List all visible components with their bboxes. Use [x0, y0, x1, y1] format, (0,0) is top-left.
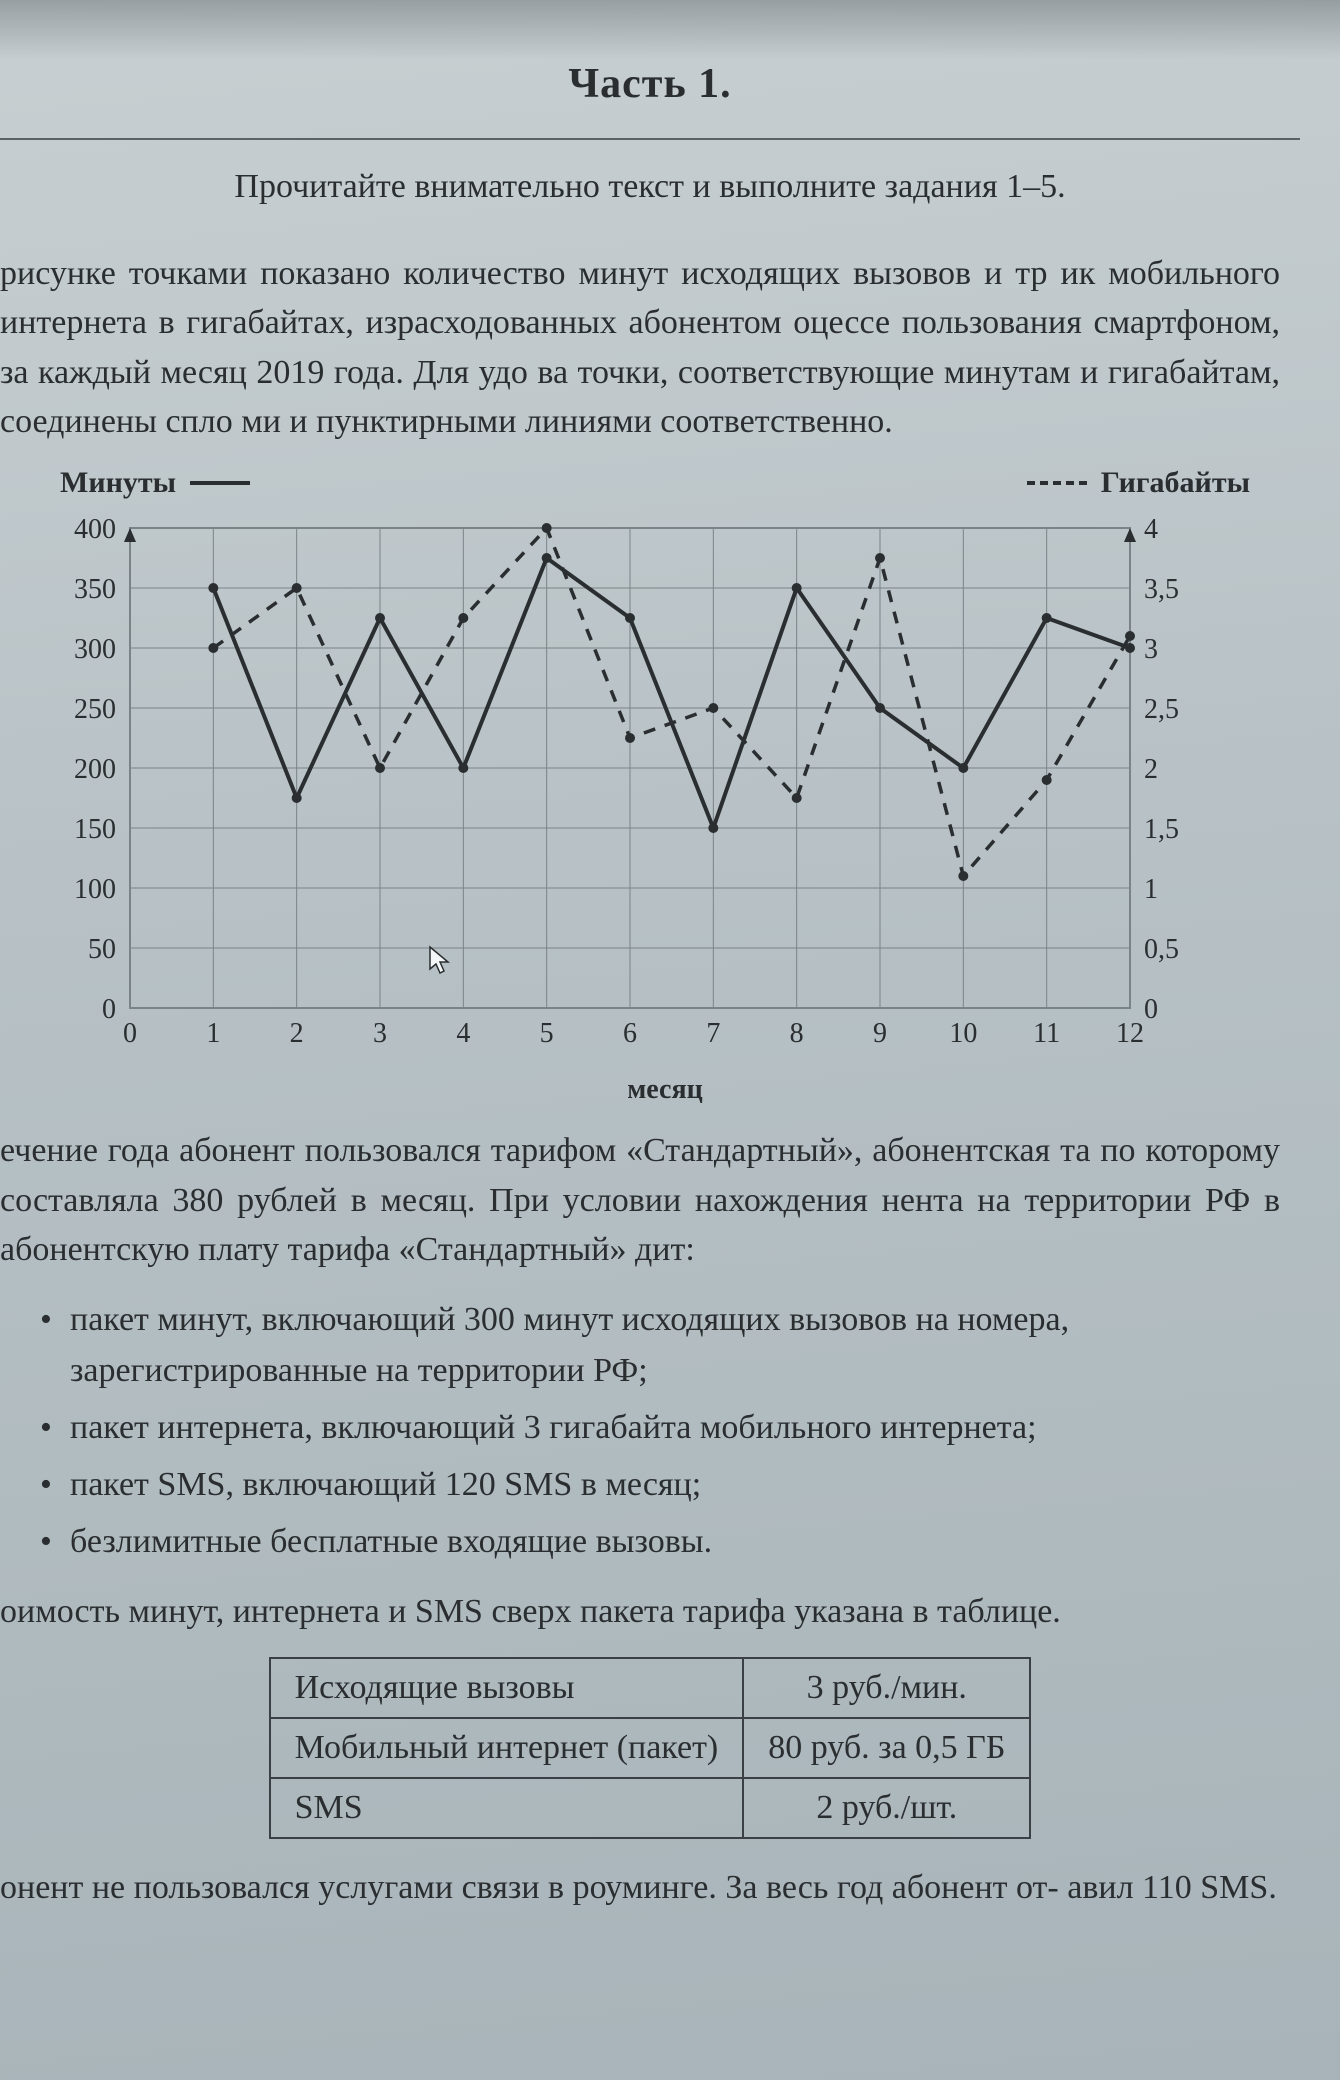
chart-plot: 0123456789101112050100150200250300350400…	[40, 508, 1290, 1106]
bullet-list: •пакет минут, включающий 300 минут исход…	[40, 1294, 1280, 1567]
svg-text:6: 6	[623, 1018, 637, 1049]
table-cell: Исходящие вызовы	[270, 1658, 744, 1718]
svg-text:9: 9	[873, 1018, 887, 1049]
chart-legend: Минуты Гигабайты	[60, 466, 1250, 500]
price-table: Исходящие вызовы3 руб./мин.Мобильный инт…	[269, 1657, 1032, 1839]
svg-text:8: 8	[790, 1018, 804, 1049]
svg-text:350: 350	[74, 574, 116, 605]
svg-text:1: 1	[206, 1018, 220, 1049]
legend-dash-line-icon	[1027, 481, 1087, 485]
svg-text:1,5: 1,5	[1144, 814, 1179, 845]
svg-text:0,5: 0,5	[1144, 934, 1179, 965]
list-item-text: пакет интернета, включающий 3 гигабайта …	[70, 1402, 1037, 1453]
table-cell: 80 руб. за 0,5 ГБ	[743, 1718, 1030, 1778]
chart-container: Минуты Гигабайты 01234567891011120501001…	[40, 466, 1290, 1106]
svg-text:0: 0	[102, 994, 116, 1025]
legend-solid-line-icon	[190, 481, 250, 485]
svg-text:0: 0	[123, 1018, 137, 1049]
list-item-text: пакет SMS, включающий 120 SMS в месяц;	[70, 1459, 701, 1510]
svg-text:2: 2	[1144, 754, 1158, 785]
list-item: •пакет интернета, включающий 3 гигабайта…	[40, 1402, 1280, 1453]
svg-text:1: 1	[1144, 874, 1158, 905]
legend-gigabytes: Гигабайты	[1027, 466, 1250, 500]
svg-text:3: 3	[1144, 634, 1158, 665]
svg-text:4: 4	[1144, 514, 1158, 545]
svg-text:12: 12	[1116, 1018, 1144, 1049]
svg-text:10: 10	[949, 1018, 977, 1049]
table-intro: оимость минут, интернета и SMS сверх пак…	[0, 1587, 1280, 1636]
table-cell: 2 руб./шт.	[743, 1778, 1030, 1838]
bullet-icon: •	[40, 1402, 70, 1453]
list-item-text: безлимитные бесплатные входящие вызовы.	[70, 1516, 712, 1567]
page: { "header": { "part_title": "Часть 1.", …	[0, 0, 1340, 2080]
list-item: •безлимитные бесплатные входящие вызовы.	[40, 1516, 1280, 1567]
list-item: •пакет минут, включающий 300 минут исход…	[40, 1294, 1280, 1396]
x-axis-label: месяц	[40, 1074, 1290, 1106]
footer-paragraph: онент не пользовался услугами связи в ро…	[0, 1863, 1280, 1912]
table-cell: 3 руб./мин.	[743, 1658, 1030, 1718]
table-row: Мобильный интернет (пакет)80 руб. за 0,5…	[270, 1718, 1031, 1778]
svg-text:150: 150	[74, 814, 116, 845]
svg-text:50: 50	[88, 934, 116, 965]
legend-minutes: Минуты	[60, 466, 250, 500]
bullet-icon: •	[40, 1459, 70, 1510]
instruction-text: Прочитайте внимательно текст и выполните…	[40, 165, 1260, 209]
svg-text:300: 300	[74, 634, 116, 665]
svg-text:400: 400	[74, 514, 116, 545]
svg-text:250: 250	[74, 694, 116, 725]
svg-text:200: 200	[74, 754, 116, 785]
bullet-icon: •	[40, 1516, 70, 1567]
tariff-paragraph: ечение года абонент пользовался тарифом …	[0, 1126, 1280, 1274]
svg-text:5: 5	[540, 1018, 554, 1049]
list-item: •пакет SMS, включающий 120 SMS в месяц;	[40, 1459, 1280, 1510]
list-item-text: пакет минут, включающий 300 минут исходя…	[70, 1294, 1280, 1396]
bullet-icon: •	[40, 1294, 70, 1396]
svg-text:7: 7	[706, 1018, 720, 1049]
svg-text:3: 3	[373, 1018, 387, 1049]
table-row: SMS2 руб./шт.	[270, 1778, 1031, 1838]
svg-text:100: 100	[74, 874, 116, 905]
legend-gb-label: Гигабайты	[1101, 466, 1250, 500]
svg-text:4: 4	[456, 1018, 470, 1049]
legend-minutes-label: Минуты	[60, 466, 176, 500]
part-title: Часть 1.	[0, 60, 1300, 108]
svg-text:2,5: 2,5	[1144, 694, 1179, 725]
table-cell: SMS	[270, 1778, 744, 1838]
table-cell: Мобильный интернет (пакет)	[270, 1718, 744, 1778]
intro-paragraph: рисунке точками показано количество мину…	[0, 249, 1280, 446]
divider	[0, 138, 1300, 140]
svg-text:11: 11	[1033, 1018, 1060, 1049]
chart-svg: 0123456789101112050100150200250300350400…	[40, 508, 1220, 1068]
svg-text:0: 0	[1144, 994, 1158, 1025]
price-table-wrap: Исходящие вызовы3 руб./мин.Мобильный инт…	[0, 1657, 1300, 1839]
page-shadow	[0, 0, 1340, 60]
table-row: Исходящие вызовы3 руб./мин.	[270, 1658, 1031, 1718]
svg-text:3,5: 3,5	[1144, 574, 1179, 605]
svg-text:2: 2	[290, 1018, 304, 1049]
